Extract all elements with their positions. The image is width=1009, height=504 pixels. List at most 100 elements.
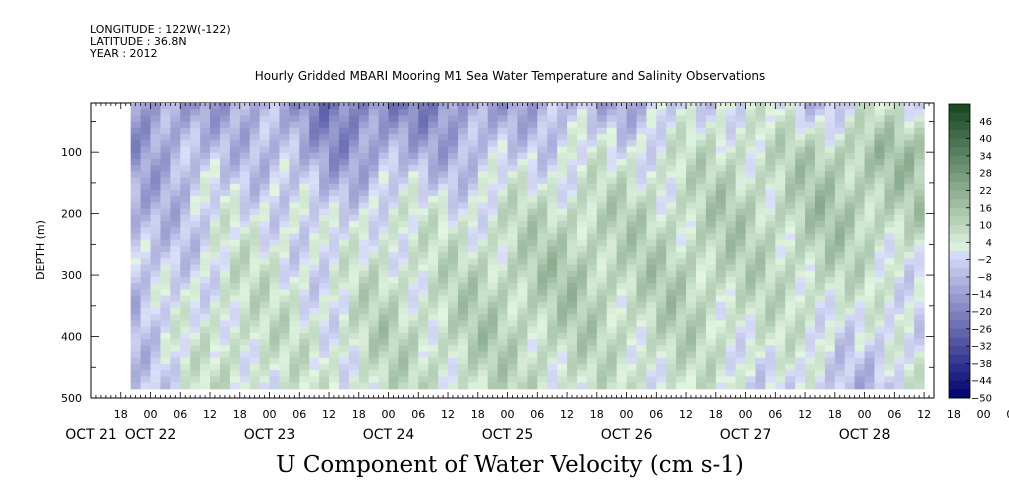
heatmap-cell (180, 245, 191, 253)
heatmap-cell (299, 103, 310, 110)
heatmap-cell (795, 239, 806, 247)
heatmap-cell (239, 158, 251, 166)
heatmap-cell (666, 152, 677, 160)
heatmap-cell (547, 171, 558, 179)
heatmap-cell (210, 258, 221, 266)
heatmap-cell (814, 320, 826, 328)
heatmap-cell (666, 301, 677, 309)
heatmap-cell (586, 109, 598, 117)
heatmap-cell (517, 233, 528, 241)
heatmap-cell (904, 214, 915, 222)
heatmap-cell (636, 357, 647, 365)
heatmap-cell (656, 258, 667, 266)
heatmap-cell (914, 202, 925, 210)
heatmap-cell (249, 140, 261, 148)
heatmap-cell (606, 127, 618, 135)
heatmap-cell (438, 158, 449, 166)
heatmap-cell (775, 320, 786, 328)
heatmap-cell (834, 239, 846, 247)
heatmap-cell (874, 332, 886, 340)
heatmap-cell (408, 332, 419, 340)
heatmap-cell (735, 295, 747, 303)
heatmap-cell (547, 140, 558, 148)
heatmap-cell (834, 376, 846, 384)
heatmap-cell (814, 258, 826, 266)
heatmap-cell (279, 270, 290, 278)
heatmap-cell (467, 103, 479, 110)
heatmap-cell (249, 308, 261, 315)
heatmap-cell (180, 146, 191, 154)
heatmap-cell (596, 171, 608, 179)
heatmap-cell (299, 134, 310, 141)
heatmap-cell (864, 264, 876, 272)
heatmap-cell (329, 332, 340, 340)
heatmap-cell (537, 289, 548, 297)
heatmap-cell (864, 351, 876, 359)
heatmap-cell (725, 258, 737, 266)
heatmap-cell (715, 245, 727, 253)
heatmap-cell (884, 134, 895, 141)
heatmap-cell (457, 308, 469, 315)
heatmap-cell (626, 214, 638, 222)
heatmap-cell (765, 289, 776, 297)
heatmap-cell (824, 121, 836, 129)
heatmap-cell (626, 382, 638, 390)
heatmap-cell (259, 233, 271, 241)
heatmap-cell (418, 202, 429, 210)
heatmap-cell (884, 308, 895, 315)
heatmap-cell (130, 276, 142, 284)
heatmap-cell (537, 233, 548, 241)
heatmap-cell (200, 295, 211, 303)
heatmap-cell (477, 115, 489, 123)
heatmap-cell (517, 289, 528, 297)
heatmap-cell (457, 339, 469, 346)
heatmap-cell (448, 134, 459, 141)
heatmap-cell (219, 376, 231, 384)
heatmap-cell (656, 301, 667, 309)
heatmap-cell (864, 270, 876, 278)
heatmap-cell (656, 121, 667, 129)
heatmap-cell (438, 370, 449, 377)
heatmap-cell (904, 351, 915, 359)
heatmap-cell (666, 276, 677, 284)
heatmap-cell (190, 252, 201, 259)
heatmap-cell (527, 208, 538, 216)
heatmap-cell (686, 363, 697, 371)
heatmap-cell (438, 283, 449, 290)
x-tick-label: 18 (828, 408, 842, 421)
colorbar-swatch (949, 225, 970, 235)
heatmap-cell (497, 109, 509, 117)
heatmap-cell (775, 233, 786, 241)
heatmap-cell (190, 376, 201, 384)
heatmap-cell (279, 339, 290, 346)
heatmap-cell (517, 127, 528, 135)
heatmap-cell (914, 134, 925, 141)
heatmap-cell (170, 252, 181, 259)
heatmap-cell (170, 370, 181, 377)
heatmap-cell (765, 233, 776, 241)
heatmap-cell (557, 276, 568, 284)
heatmap-cell (874, 320, 886, 328)
heatmap-cell (180, 115, 191, 123)
heatmap-cell (229, 295, 241, 303)
heatmap-cell (309, 189, 320, 197)
heatmap-cell (388, 227, 400, 235)
heatmap-cell (239, 152, 251, 160)
heatmap-cell (824, 103, 836, 110)
heatmap-cell (547, 189, 558, 197)
heatmap-cell (289, 177, 300, 185)
colorbar-swatch (949, 354, 970, 364)
heatmap-cell (884, 283, 895, 290)
heatmap-cell (358, 152, 370, 160)
heatmap-cell (190, 370, 201, 377)
heatmap-cell (864, 245, 876, 253)
heatmap-cell (130, 357, 142, 365)
heatmap-cell (140, 221, 152, 228)
heatmap-cell (259, 283, 271, 290)
heatmap-cell (418, 115, 429, 123)
heatmap-cell (170, 202, 181, 210)
heatmap-cell (517, 270, 528, 278)
heatmap-cell (507, 127, 519, 135)
heatmap-cell (805, 121, 816, 129)
heatmap-cell (715, 239, 727, 247)
